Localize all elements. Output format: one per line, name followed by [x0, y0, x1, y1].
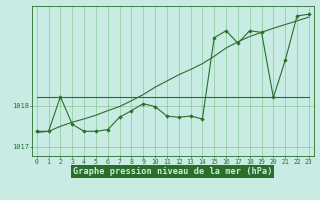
X-axis label: Graphe pression niveau de la mer (hPa): Graphe pression niveau de la mer (hPa)	[73, 167, 273, 176]
